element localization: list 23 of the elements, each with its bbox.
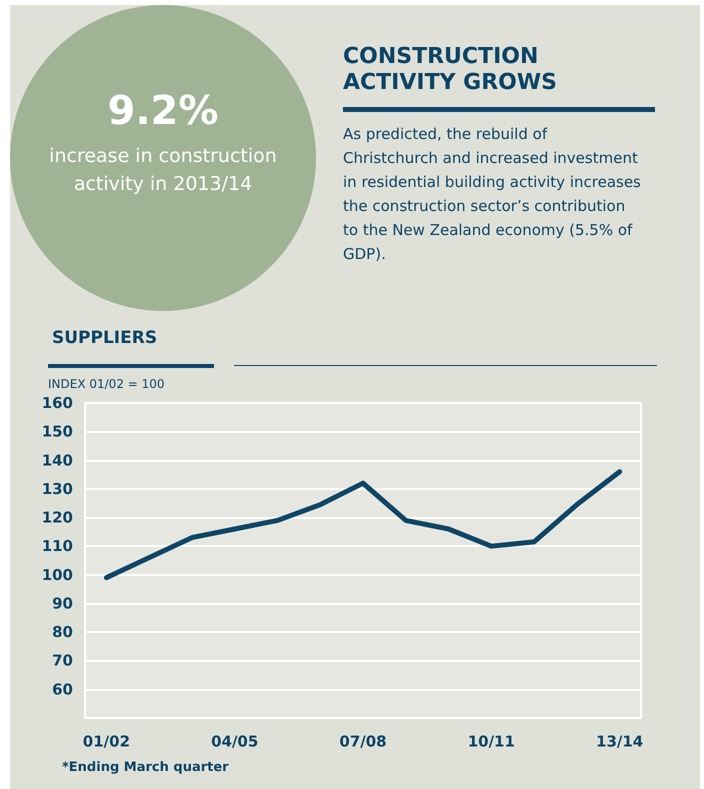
text: *Ending March quarter (62, 760, 229, 775)
y-tick-label: 100 (42, 566, 73, 584)
text: increase in construction activity in 2013/14 (48, 144, 278, 197)
y-tick-label: 60 (52, 680, 73, 698)
text: SUPPLIERS (52, 328, 158, 348)
chart-title: CONSTRUCTION ACTIVITY GROWS (343, 44, 558, 96)
y-tick-label: 70 (52, 652, 73, 670)
y-tick-label: 120 (42, 508, 73, 527)
y-axis-title: INDEX 01/02 = 100 (48, 377, 165, 391)
x-tick-label: 01/02 (82, 732, 130, 750)
text: 9.2% (106, 88, 220, 134)
x-tick-label: 10/11 (468, 732, 515, 750)
y-tick-label: 110 (42, 537, 73, 556)
y-tick-label: 140 (42, 451, 73, 470)
x-tick-label: 04/05 (211, 732, 258, 750)
y-tick-label: 160 (42, 394, 73, 412)
y-tick-label: 90 (52, 594, 73, 612)
chart-subtitle: As predicted, the rebuild of Christchurch and increased investment in residential building activity increases the construction sector’s contribution to the New Zealand economy (5.5% of GDP). (343, 124, 642, 265)
x-tick-label: 13/14 (596, 732, 644, 750)
y-tick-label: 130 (42, 480, 73, 498)
x-tick-label: 07/08 (339, 732, 387, 750)
y-tick-label: 80 (52, 623, 73, 642)
y-tick-label: 150 (42, 422, 73, 441)
